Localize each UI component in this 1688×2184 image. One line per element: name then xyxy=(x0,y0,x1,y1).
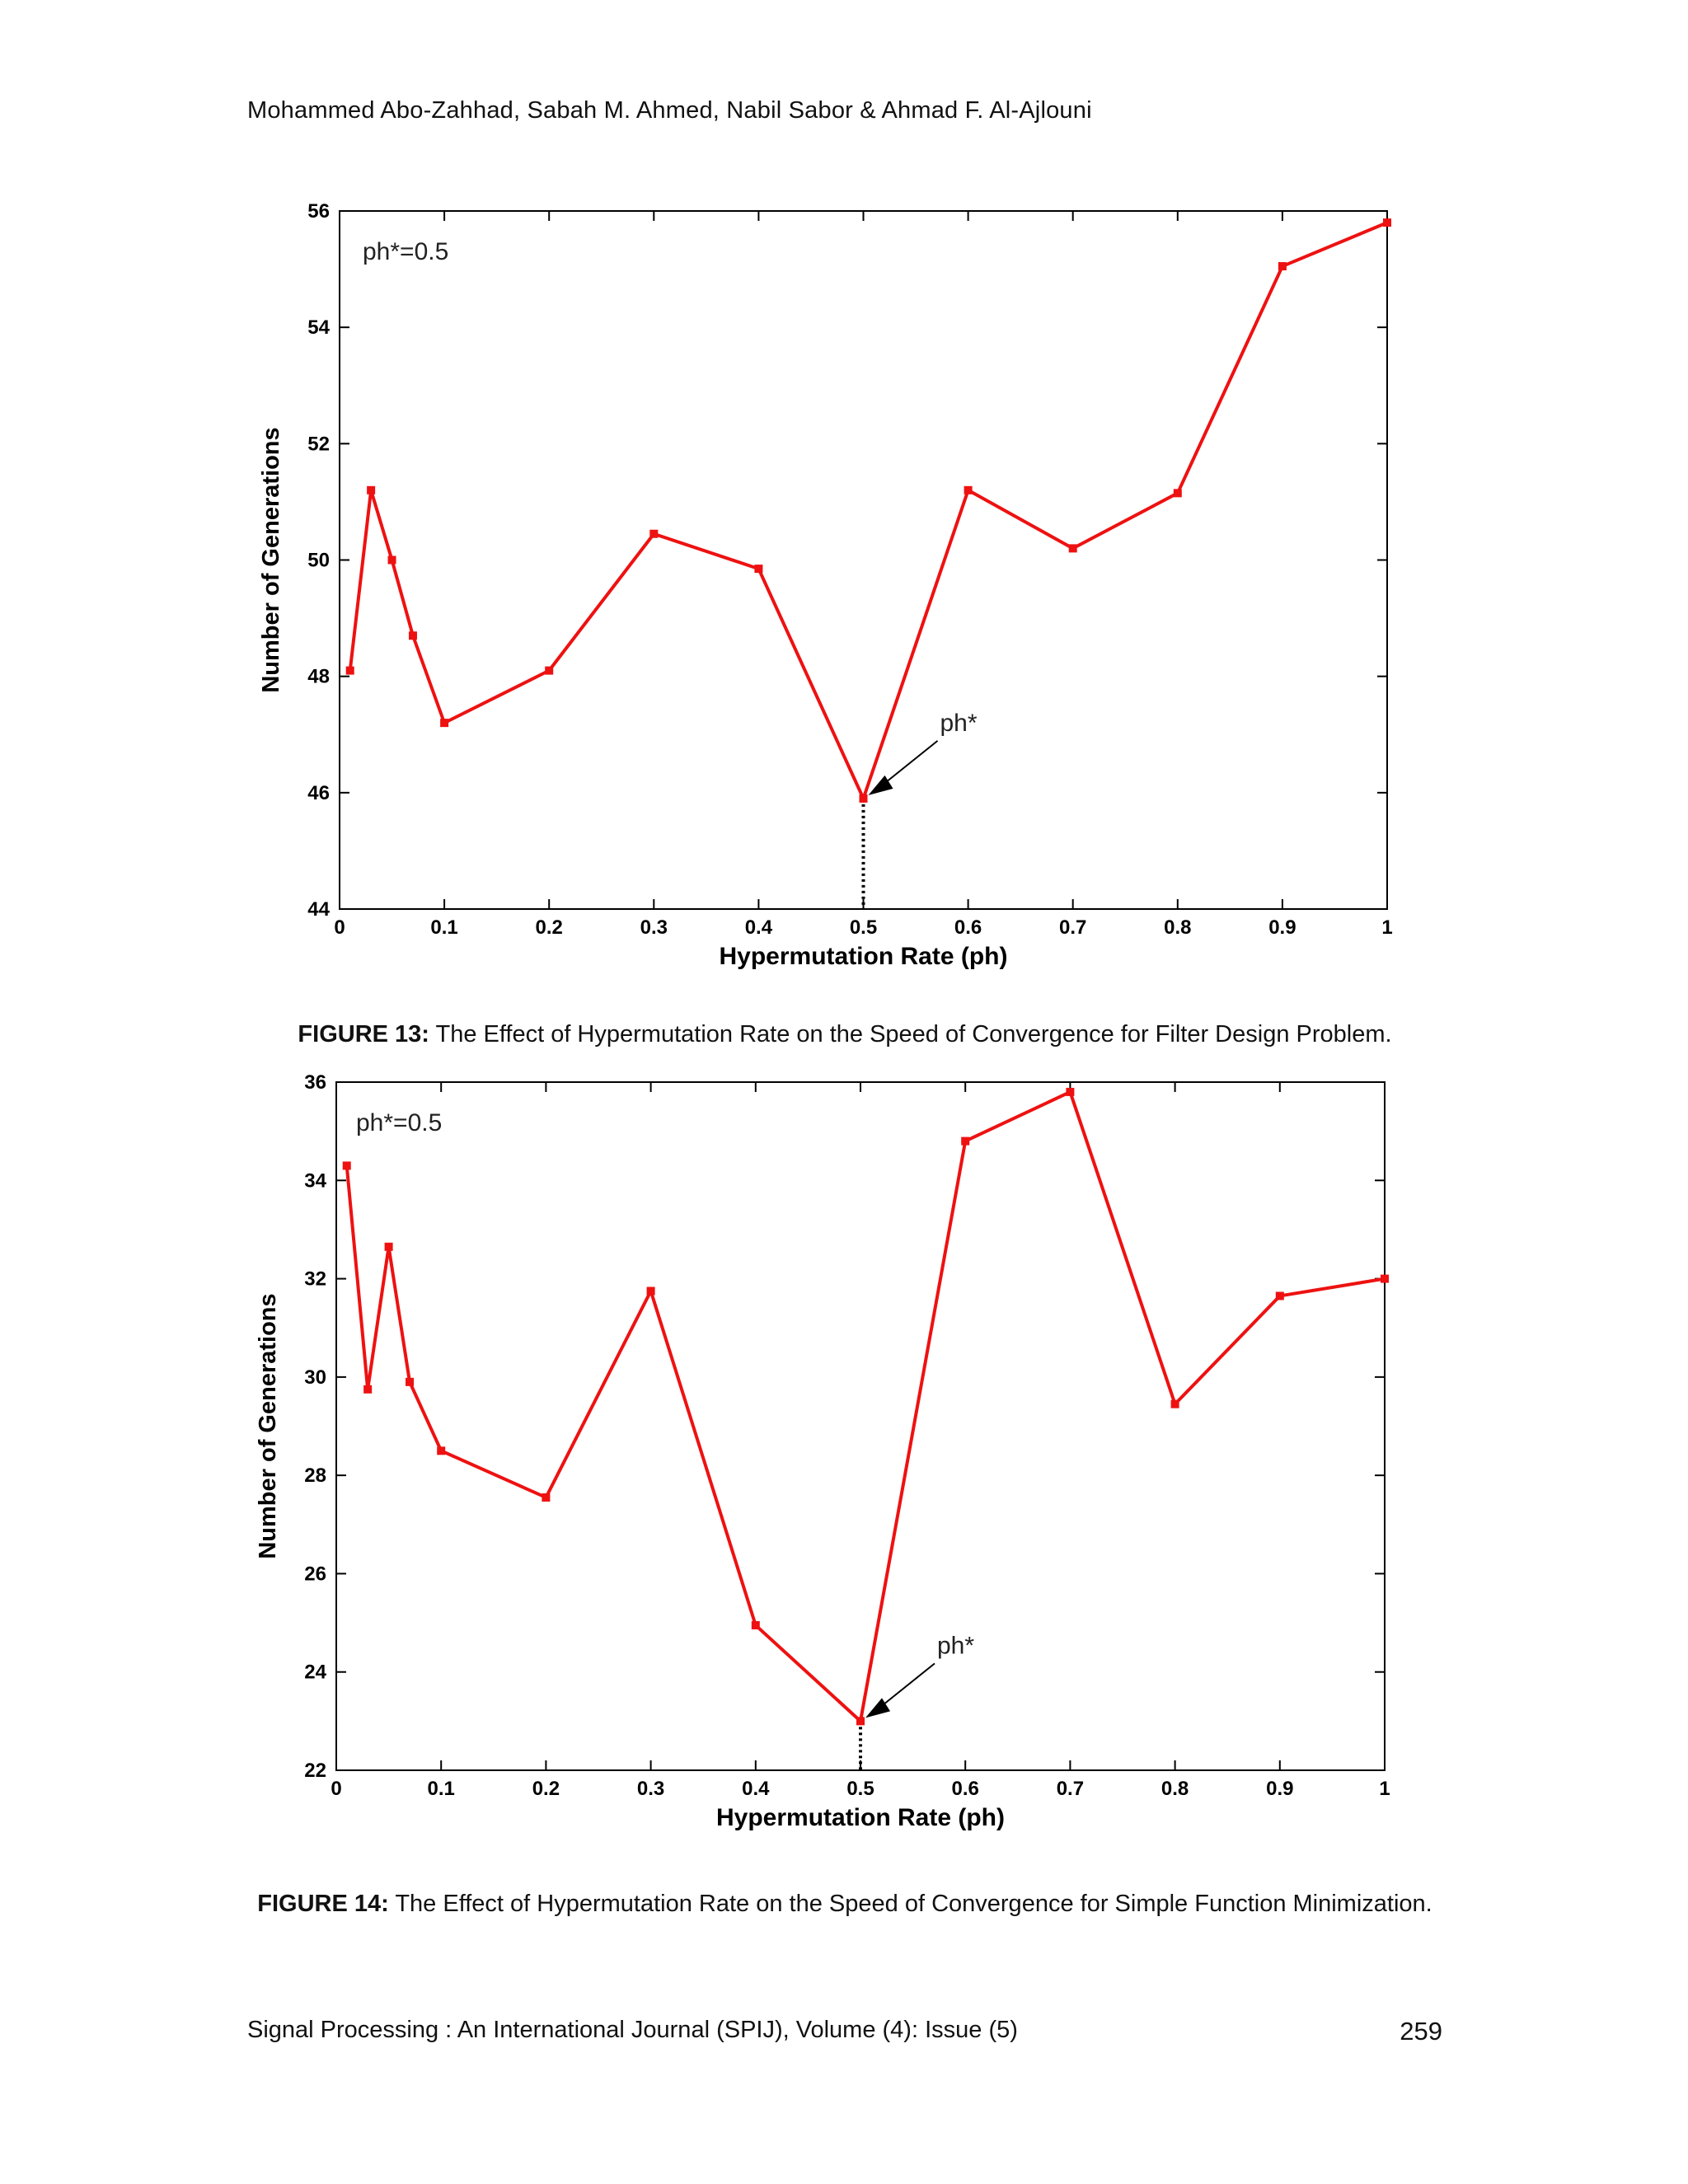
figure-13-label: FIGURE 13: xyxy=(298,1021,429,1047)
fig13-y-tick-label: 46 xyxy=(307,782,330,804)
fig14-arrow-label: ph* xyxy=(937,1632,974,1659)
fig14-x-tick-label: 1 xyxy=(1379,1778,1390,1800)
fig13-data-point xyxy=(859,794,868,803)
fig13-x-tick-label: 0.8 xyxy=(1164,916,1191,939)
fig13-data-point xyxy=(367,485,376,494)
fig13-data-point xyxy=(1173,489,1182,498)
fig14-series-line xyxy=(345,1090,1386,1723)
running-head: Mohammed Abo-Zahhad, Sabah M. Ahmed, Nab… xyxy=(247,97,1092,124)
fig13-data-point xyxy=(1068,544,1077,553)
fig14-data-point xyxy=(1275,1291,1284,1301)
fig14-x-tick-label: 0.3 xyxy=(637,1778,664,1800)
fig14-data-point xyxy=(437,1446,446,1455)
figure-13-svg: 0 0.1 0.2 0.3 0.4 0.5 0.6 0.7 0.8 0.9 1 44 46 48 50 52 5… xyxy=(258,200,1393,970)
figure-13-caption: FIGURE 13: The Effect of Hypermutation R… xyxy=(247,1019,1442,1049)
fig14-data-point xyxy=(406,1377,415,1386)
fig13-x-tick-label: 0 xyxy=(334,916,345,939)
fig14-y-tick-label: 26 xyxy=(304,1563,326,1585)
fig13-y-tick-label: 52 xyxy=(307,433,330,455)
fig14-data-point xyxy=(542,1493,551,1502)
fig14-data-point xyxy=(961,1137,970,1146)
fig13-x-tick-label: 0.6 xyxy=(954,916,982,939)
fig14-plot-frame xyxy=(335,1081,1386,1771)
fig13-data-point xyxy=(545,666,554,675)
fig14-data-point xyxy=(1170,1399,1179,1408)
fig14-data-point xyxy=(1066,1087,1075,1096)
fig14-y-tick-label: 28 xyxy=(304,1465,326,1487)
fig13-x-tick-label: 0.1 xyxy=(430,916,457,939)
fig14-x-tick-label: 0.2 xyxy=(532,1778,560,1800)
fig13-arrow-head xyxy=(868,775,893,795)
fig14-y-tick-label: 34 xyxy=(304,1169,326,1192)
fig13-annotation: ph*=0.5 xyxy=(363,238,448,265)
figure-14-svg: 0 0.1 0.2 0.3 0.4 0.5 0.6 0.7 0.8 0.9 1 22 24 26 28 30 3… xyxy=(255,1071,1390,1831)
fig13-y-tick-label: 50 xyxy=(307,550,330,572)
fig13-x-tick-label: 0.2 xyxy=(536,916,563,939)
fig14-y-tick-label: 36 xyxy=(304,1071,326,1094)
fig13-data-point xyxy=(964,485,973,494)
figure-13-chart: 0 0.1 0.2 0.3 0.4 0.5 0.6 0.7 0.8 0.9 1 44 46 48 50 52 5… xyxy=(0,0,1688,1030)
fig13-x-axis-label: Hypermutation Rate (ph) xyxy=(719,943,1007,970)
page-number: 259 xyxy=(1400,2017,1442,2046)
page-footer: Signal Processing : An International Jou… xyxy=(247,2017,1442,2046)
fig13-x-tick-label: 0.7 xyxy=(1059,916,1086,939)
figure-14-chart: 0 0.1 0.2 0.3 0.4 0.5 0.6 0.7 0.8 0.9 1 22 24 26 28 30 3… xyxy=(255,1071,1390,1831)
fig14-data-point xyxy=(856,1717,865,1726)
fig14-x-axis-label: Hypermutation Rate (ph) xyxy=(716,1804,1005,1831)
figure-14-label: FIGURE 14: xyxy=(257,1891,389,1917)
fig13-data-point xyxy=(345,666,354,675)
fig13-x-tick-label: 0.5 xyxy=(850,916,877,939)
fig14-arrow-head xyxy=(865,1698,890,1718)
figure-14-caption: FIGURE 14: The Effect of Hypermutation R… xyxy=(247,1889,1442,1919)
fig13-x-tick-label: 0.3 xyxy=(640,916,668,939)
fig13-series-line xyxy=(348,221,1388,800)
fig14-x-tick-label: 0.9 xyxy=(1266,1778,1293,1800)
fig14-data-point xyxy=(342,1161,351,1170)
fig13-data-point xyxy=(649,529,659,538)
fig13-x-tick-label: 0.9 xyxy=(1268,916,1296,939)
fig14-x-tick-label: 0.8 xyxy=(1161,1778,1189,1800)
fig13-data-point xyxy=(754,565,763,574)
fig14-x-tick-label: 0.4 xyxy=(742,1778,770,1800)
fig14-y-tick-label: 30 xyxy=(304,1366,326,1389)
fig14-y-tick-label: 22 xyxy=(304,1760,326,1782)
fig13-x-tick-label: 1 xyxy=(1381,916,1392,939)
fig14-x-tick-label: 0.1 xyxy=(428,1778,455,1800)
fig13-data-point xyxy=(440,719,449,728)
fig14-data-point xyxy=(751,1621,760,1630)
fig13-y-tick-label: 56 xyxy=(307,200,330,223)
fig13-data-point xyxy=(1383,218,1391,227)
fig13-arrow-label: ph* xyxy=(940,710,978,737)
fig13-y-tick-label: 44 xyxy=(307,898,330,921)
fig13-data-point xyxy=(408,631,417,640)
fig13-y-tick-label: 54 xyxy=(307,316,330,339)
journal-name: Signal Processing : An International Jou… xyxy=(247,2017,1018,2043)
figure-14-caption-text: The Effect of Hypermutation Rate on the … xyxy=(388,1891,1432,1917)
fig14-y-axis-label: Number of Generations xyxy=(255,1293,281,1558)
fig14-x-tick-label: 0 xyxy=(331,1778,341,1800)
fig14-data-point xyxy=(363,1385,373,1394)
fig14-annotation: ph*=0.5 xyxy=(356,1109,442,1137)
fig14-y-tick-label: 24 xyxy=(304,1661,326,1684)
fig14-data-point xyxy=(384,1242,393,1251)
fig14-x-tick-label: 0.7 xyxy=(1057,1778,1084,1800)
fig13-y-axis-label: Number of Generations xyxy=(258,427,284,692)
fig14-data-point xyxy=(1381,1274,1389,1283)
fig14-x-tick-label: 0.5 xyxy=(846,1778,874,1800)
fig13-x-tick-label: 0.4 xyxy=(745,916,773,939)
fig14-x-tick-label: 0.6 xyxy=(952,1778,979,1800)
fig13-y-tick-label: 48 xyxy=(307,666,330,688)
fig14-y-tick-label: 32 xyxy=(304,1268,326,1291)
fig14-data-point xyxy=(646,1286,655,1296)
fig13-data-point xyxy=(1278,262,1287,271)
fig13-data-point xyxy=(387,555,396,565)
figure-13-caption-text: The Effect of Hypermutation Rate on the … xyxy=(429,1021,1392,1047)
